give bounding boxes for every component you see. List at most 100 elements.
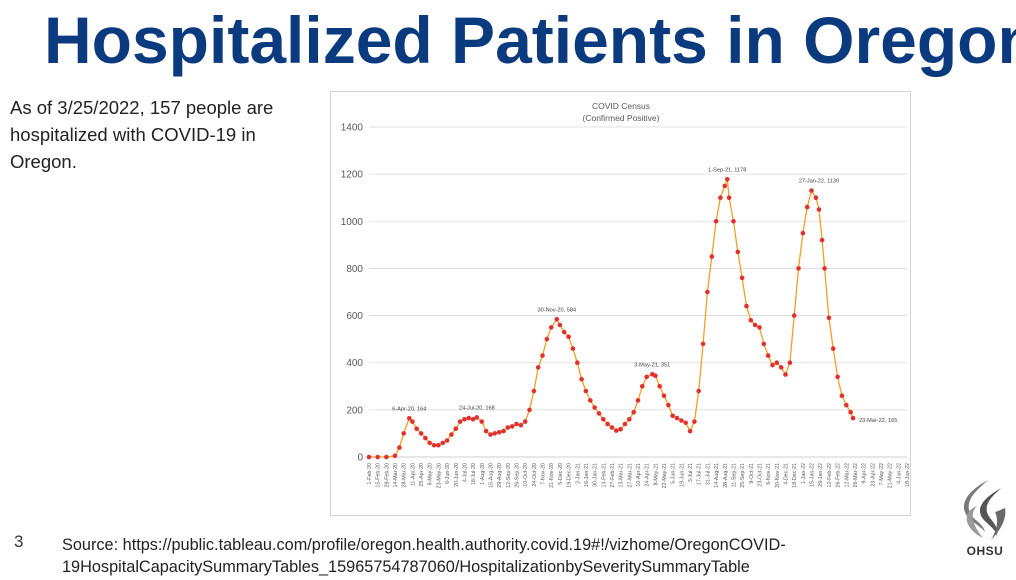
y-tick-label: 800 — [346, 264, 363, 275]
data-point — [839, 393, 845, 399]
y-tick-label: 0 — [357, 453, 363, 464]
x-tick-label: 17-Jul-21 — [697, 463, 703, 485]
data-point — [804, 204, 810, 210]
x-tick-label: 29-Aug-20 — [497, 463, 503, 488]
data-point — [583, 388, 589, 394]
data-point — [765, 353, 771, 358]
data-point — [761, 341, 767, 347]
x-tick-label: 19-Jun-21 — [679, 463, 685, 487]
data-point — [683, 420, 688, 426]
data-label: 27-Jan-22, 1130 — [799, 179, 839, 185]
data-point — [407, 416, 412, 421]
data-point — [384, 454, 389, 460]
data-point — [826, 315, 832, 321]
x-tick-label: 12-Mar-22 — [844, 463, 850, 487]
data-point — [822, 266, 827, 271]
data-point — [527, 407, 532, 413]
x-tick-label: 30-Jan-21 — [593, 463, 599, 487]
x-tick-label: 29-Feb-20 — [384, 463, 390, 487]
data-point — [725, 177, 730, 182]
x-tick-label: 13-Mar-21 — [619, 463, 625, 487]
x-tick-label: 20-Jun-20 — [454, 463, 460, 487]
slide-number: 3 — [14, 532, 24, 551]
x-tick-label: 18-Jul-20 — [471, 463, 477, 485]
data-point — [614, 428, 619, 433]
data-point — [492, 431, 498, 436]
data-point — [592, 405, 597, 410]
x-tick-label: 1-Feb-20 — [367, 463, 373, 485]
data-point — [739, 275, 745, 281]
data-point — [431, 442, 437, 448]
data-point — [635, 398, 641, 403]
data-point — [748, 318, 754, 323]
data-point — [496, 430, 502, 435]
x-tick-label: 11-Sep-21 — [731, 463, 737, 487]
x-tick-label: 2-Jan-21 — [575, 463, 581, 484]
data-point — [366, 454, 372, 460]
data-point — [757, 325, 762, 330]
x-tick-label: 9-Oct-21 — [749, 463, 755, 484]
data-point — [796, 266, 801, 271]
data-point — [700, 341, 706, 347]
data-point — [462, 417, 467, 422]
x-tick-label: 12-Sep-20 — [506, 463, 512, 488]
x-tick-label: 10-Apr-21 — [636, 463, 642, 487]
data-point — [436, 442, 441, 448]
data-point — [670, 413, 675, 419]
data-point — [440, 440, 446, 446]
data-point — [844, 402, 849, 408]
x-tick-label: 14-Aug-21 — [714, 463, 720, 488]
y-tick-label: 200 — [346, 405, 363, 416]
data-point — [819, 237, 825, 243]
data-point — [774, 360, 780, 366]
data-point — [644, 374, 649, 380]
x-tick-label: 5-Jun-21 — [671, 463, 677, 484]
data-point — [835, 374, 840, 380]
data-point — [518, 422, 524, 428]
data-point — [709, 254, 715, 259]
data-point — [505, 425, 511, 430]
data-point — [816, 207, 822, 212]
x-tick-label: 6-Jun-20 — [445, 463, 451, 484]
x-tick-label: 13-Feb-21 — [601, 463, 607, 487]
data-point — [566, 334, 571, 340]
x-tick-label: 24-Oct-20 — [532, 463, 538, 487]
data-point — [410, 419, 415, 424]
chart-title: COVID Census — [592, 101, 650, 111]
data-point — [705, 289, 710, 295]
data-point — [666, 402, 671, 408]
data-point — [783, 372, 788, 377]
data-point — [427, 440, 432, 446]
x-tick-label: 24-Apr-21 — [645, 463, 651, 487]
data-point — [444, 438, 450, 443]
data-point — [561, 329, 567, 335]
data-point — [423, 435, 428, 441]
data-point — [470, 417, 476, 422]
data-point — [713, 219, 719, 224]
x-tick-label: 18-Dec-21 — [792, 463, 798, 488]
data-point — [544, 336, 550, 342]
data-point — [674, 415, 680, 421]
x-tick-label: 27-Feb-21 — [610, 463, 616, 487]
x-tick-label: 9-Apr-22 — [862, 463, 868, 484]
data-point — [483, 428, 489, 434]
data-point — [687, 428, 693, 434]
data-point — [830, 346, 836, 351]
data-point — [522, 419, 528, 424]
x-tick-label: 1-Jan-22 — [801, 463, 807, 484]
data-point — [778, 365, 784, 370]
y-tick-label: 1000 — [341, 217, 364, 228]
data-point — [579, 376, 584, 382]
data-point — [466, 415, 472, 421]
data-point — [850, 415, 856, 421]
data-label: 6-Apr-20, 164 — [392, 406, 426, 412]
data-point — [588, 398, 593, 403]
chart-subtitle: (Confirmed Positive) — [583, 113, 660, 123]
data-point — [535, 365, 541, 370]
data-point — [575, 360, 580, 366]
x-tick-label: 29-Jan-22 — [818, 463, 824, 487]
slide-title: Hospitalized Patients in Oregon — [44, 3, 1016, 77]
x-tick-label: 14-Mar-20 — [393, 463, 399, 487]
x-tick-label: 15-Jan-22 — [810, 463, 816, 487]
x-tick-label: 26-Mar-22 — [853, 463, 859, 487]
